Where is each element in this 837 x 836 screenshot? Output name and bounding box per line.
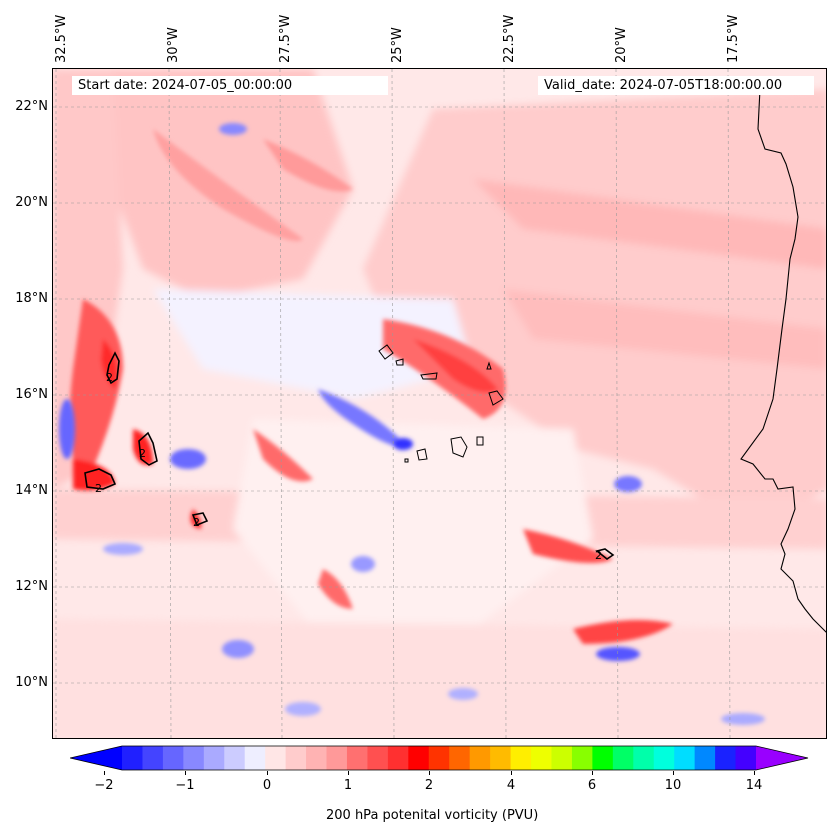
colorbar-tick-mark: [267, 771, 268, 775]
colorbar-swatch: [346, 746, 369, 770]
contour-label: 2: [193, 516, 200, 529]
colorbar-tick-mark: [754, 771, 755, 775]
colorbar-swatch: [653, 746, 675, 770]
colorbar-swatch: [633, 746, 655, 770]
colorbar-swatch: [715, 746, 737, 770]
colorbar-swatch: [469, 746, 491, 770]
contour-label: 2: [139, 447, 146, 460]
colorbar-swatch: [510, 746, 532, 770]
colorbar-swatch: [592, 746, 614, 770]
longitude-label: 17.5°W: [726, 14, 741, 63]
longitude-label: 25°W: [390, 27, 405, 63]
colorbar-swatch: [735, 746, 757, 770]
latitude-label: 10°N: [15, 675, 48, 690]
colorbar-swatch: [326, 746, 348, 770]
colorbar-tick-mark: [348, 771, 349, 775]
contour-label: 2: [106, 371, 113, 384]
pv-field: 2 2 2 2 2: [53, 69, 826, 738]
colorbar-tick-label: −2: [94, 778, 114, 793]
colorbar-swatch: [449, 746, 471, 770]
colorbar-swatch: [551, 746, 573, 770]
pv-blue-features: [59, 123, 765, 725]
colorbar-tick-label: 1: [343, 778, 353, 793]
colorbar-extend-min: [70, 746, 122, 770]
colorbar-swatch: [408, 746, 430, 770]
colorbar-tick-label: 4: [506, 778, 516, 793]
colorbar-tick-mark: [673, 771, 674, 775]
latitude-label: 18°N: [15, 291, 48, 306]
longitude-label: 32.5°W: [54, 14, 69, 63]
contour-label: 2: [595, 549, 602, 562]
colorbar-swatch: [162, 746, 184, 770]
valid-date-text: Valid_date: 2024-07-05T18:00:00.00: [544, 78, 783, 93]
colorbar-swatch: [244, 746, 266, 770]
colorbar-swatch: [265, 746, 287, 770]
colorbar-swatch: [531, 746, 553, 770]
valid-date-label: Valid_date: 2024-07-05T18:00:00.00: [538, 76, 814, 95]
longitude-label: 30°W: [166, 27, 181, 63]
colorbar-tick-mark: [185, 771, 186, 775]
colorbar-extend-max: [756, 746, 808, 770]
graticule: [53, 69, 826, 738]
colorbar-tick-label: 2: [424, 778, 434, 793]
colorbar-swatch: [367, 746, 389, 770]
colorbar-swatch: [612, 746, 634, 770]
latitude-label: 14°N: [15, 483, 48, 498]
contour-label: 2: [95, 482, 102, 495]
colorbar-tick-label: 6: [587, 778, 597, 793]
colorbar-swatch: [122, 746, 144, 770]
colorbar-swatch: [674, 746, 696, 770]
colorbar-tick-mark: [104, 771, 105, 775]
latitude-label: 16°N: [15, 387, 48, 402]
colorbar-swatch: [428, 746, 450, 770]
colorbar-swatch: [306, 746, 328, 770]
longitude-label: 20°W: [614, 27, 629, 63]
pv-red-features: [69, 129, 673, 644]
colorbar-swatch: [203, 746, 225, 770]
latitude-label: 12°N: [15, 579, 48, 594]
colorbar-tick-label: 14: [745, 778, 763, 793]
colorbar-swatch: [142, 746, 164, 770]
pv2-contours: [84, 351, 615, 560]
colorbar-swatch: [285, 746, 307, 770]
colorbar-outline: [70, 745, 809, 771]
colorbar-tick-label: −1: [175, 778, 195, 793]
colorbar-tick-mark: [429, 771, 430, 775]
colorbar-tick-label: 10: [664, 778, 682, 793]
latitude-label: 22°N: [15, 99, 48, 114]
start-date-text: Start date: 2024-07-05_00:00:00: [78, 78, 293, 93]
africa-coastline: [740, 88, 826, 633]
colorbar-title: 200 hPa potenital vorticity (PVU): [326, 808, 539, 823]
latitude-label: 20°N: [15, 195, 48, 210]
contour-labels: 2 2 2 2 2: [95, 371, 602, 562]
colorbar-swatch: [183, 746, 205, 770]
colorbar-swatch: [694, 746, 716, 770]
colorbar-tick-label: 0: [262, 778, 272, 793]
colorbar-tick-mark: [592, 771, 593, 775]
longitude-label: 27.5°W: [278, 14, 293, 63]
colorbar-swatch: [224, 746, 246, 770]
start-date-label: Start date: 2024-07-05_00:00:00: [72, 76, 388, 95]
longitude-label: 22.5°W: [502, 14, 517, 63]
colorbar-swatch: [571, 746, 593, 770]
cape-verde-islands: [378, 344, 504, 463]
colorbar: [70, 745, 809, 771]
colorbar-swatch: [490, 746, 512, 770]
colorbar-swatch: [387, 746, 409, 770]
colorbar-tick-mark: [511, 771, 512, 775]
map-panel: 2 2 2 2 2: [52, 68, 827, 739]
